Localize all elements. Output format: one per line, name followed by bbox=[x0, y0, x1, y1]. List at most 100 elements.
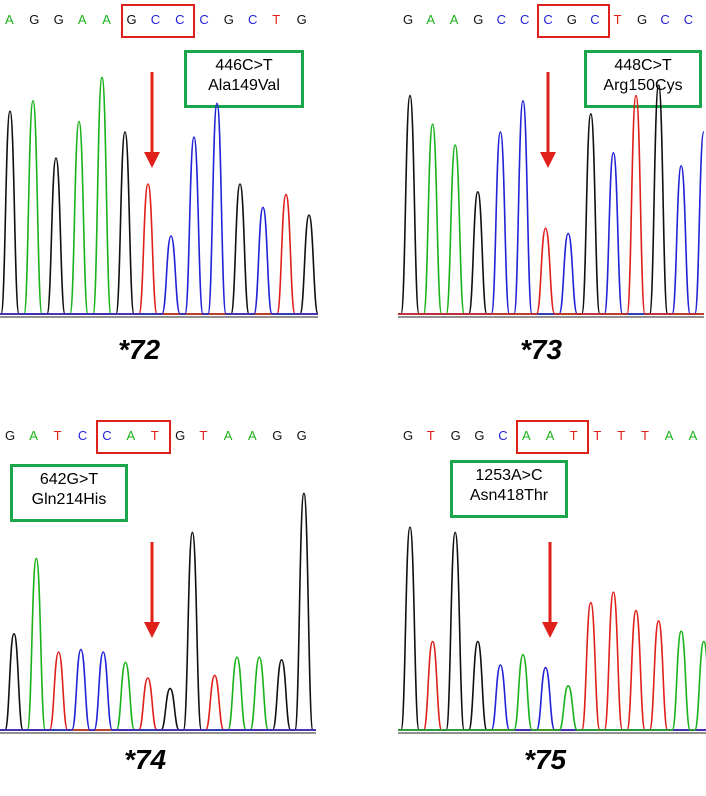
trace-A bbox=[0, 557, 316, 731]
base-call: G bbox=[637, 12, 648, 27]
base-call: T bbox=[53, 428, 62, 443]
base-call: G bbox=[296, 428, 307, 443]
allele-label: *75 bbox=[524, 744, 567, 775]
mutation-label: 446C>T Ala149Val bbox=[184, 50, 304, 108]
arrow-down-icon bbox=[144, 622, 160, 638]
mutation-label: 448C>T Arg150Cys bbox=[584, 50, 702, 108]
arrow-down-icon bbox=[542, 622, 558, 638]
trace-T bbox=[0, 183, 318, 315]
chromatogram-trace bbox=[0, 72, 318, 318]
base-call: T bbox=[272, 12, 281, 27]
codon-highlight-box bbox=[120, 4, 196, 38]
base-call: G bbox=[53, 12, 64, 27]
allele-label: *72 bbox=[118, 334, 161, 365]
base-call: G bbox=[296, 12, 307, 27]
trace-G bbox=[0, 110, 318, 315]
base-call: C bbox=[248, 12, 258, 27]
protein-change: Arg150Cys bbox=[603, 77, 683, 94]
base-call: C bbox=[496, 12, 506, 27]
base-call: A bbox=[102, 12, 111, 27]
cdna-change: 446C>T bbox=[215, 57, 273, 74]
trace-T bbox=[0, 651, 316, 731]
base-call: G bbox=[272, 428, 283, 443]
base-call: A bbox=[545, 428, 555, 443]
base-call: A bbox=[688, 428, 698, 443]
base-call: A bbox=[426, 12, 436, 27]
base-call: A bbox=[223, 428, 233, 443]
arrow-down-icon bbox=[144, 152, 160, 168]
trace-T bbox=[398, 591, 706, 731]
base-call: A bbox=[248, 428, 257, 443]
base-call: C bbox=[543, 12, 553, 27]
base-call: G bbox=[474, 428, 485, 443]
base-call: T bbox=[426, 428, 435, 443]
cdna-change: 448C>T bbox=[614, 57, 672, 74]
protein-change: Gln214His bbox=[31, 491, 107, 508]
base-call: A bbox=[664, 428, 674, 443]
base-call: G bbox=[223, 12, 234, 27]
allele-label: *74 bbox=[124, 744, 167, 775]
base-call: C bbox=[683, 12, 694, 27]
base-call: C bbox=[102, 428, 112, 443]
trace-C bbox=[0, 102, 318, 315]
base-call: A bbox=[126, 428, 136, 443]
trace-G bbox=[398, 84, 704, 315]
base-call: T bbox=[593, 428, 602, 443]
base-call: G bbox=[403, 12, 414, 27]
base-call: C bbox=[77, 428, 88, 443]
base-call: G bbox=[29, 12, 40, 27]
base-call: T bbox=[199, 428, 208, 443]
base-call: C bbox=[590, 12, 600, 27]
trace-T bbox=[398, 94, 704, 315]
base-call: T bbox=[613, 12, 622, 27]
codon-highlight-box bbox=[96, 420, 172, 454]
base-call: T bbox=[150, 428, 159, 443]
cdna-change: 1253A>C bbox=[475, 467, 543, 484]
base-call: C bbox=[150, 12, 161, 27]
mutation-label: 1253A>C Asn418Thr bbox=[450, 460, 568, 518]
base-call: A bbox=[77, 12, 87, 27]
protein-change: Asn418Thr bbox=[469, 487, 549, 504]
protein-change: Ala149Val bbox=[208, 77, 280, 94]
base-call: G bbox=[126, 12, 137, 27]
base-call: G bbox=[403, 428, 414, 443]
cdna-change: 642G>T bbox=[39, 471, 99, 488]
base-call: C bbox=[199, 12, 209, 27]
trace-C bbox=[398, 664, 706, 731]
base-call: G bbox=[473, 12, 484, 27]
arrow-down-icon bbox=[540, 152, 556, 168]
base-call: A bbox=[522, 428, 531, 443]
chromatogram-trace bbox=[398, 526, 706, 734]
base-call: A bbox=[449, 12, 459, 27]
chromatogram-trace bbox=[0, 492, 316, 734]
trace-A bbox=[0, 76, 318, 315]
trace-G bbox=[0, 492, 316, 731]
trace-C bbox=[0, 648, 316, 731]
base-call: C bbox=[520, 12, 530, 27]
base-call: C bbox=[660, 12, 670, 27]
base-call: T bbox=[641, 428, 649, 443]
base-call: T bbox=[569, 428, 578, 443]
trace-G bbox=[398, 526, 706, 731]
base-call: A bbox=[5, 12, 14, 27]
chromatogram-trace bbox=[398, 72, 704, 318]
codon-highlight-box bbox=[516, 420, 590, 454]
base-call: C bbox=[498, 428, 508, 443]
base-call: A bbox=[29, 428, 38, 443]
codon-highlight-box bbox=[537, 4, 610, 38]
allele-label: *73 bbox=[520, 334, 563, 365]
base-call: G bbox=[450, 428, 461, 443]
base-call: G bbox=[5, 428, 16, 443]
base-call: G bbox=[566, 12, 577, 27]
base-call: T bbox=[617, 428, 626, 443]
base-call: C bbox=[175, 12, 185, 27]
trace-A bbox=[398, 630, 706, 731]
